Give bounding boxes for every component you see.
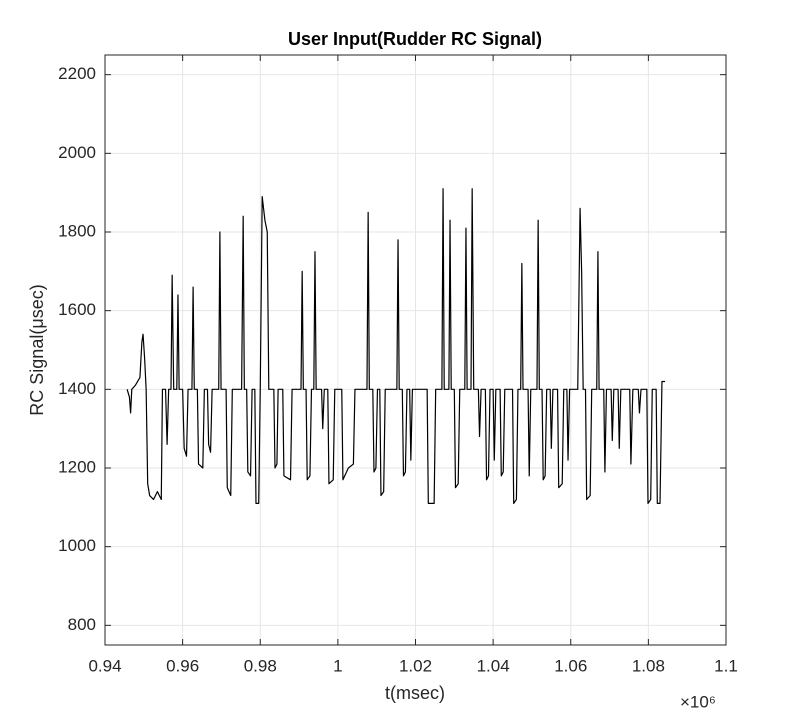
x-tick-label: 1.08: [632, 656, 665, 675]
x-tick-label: 0.98: [244, 656, 277, 675]
y-tick-label: 800: [68, 615, 96, 634]
y-axis-label: RC Signal(μsec): [27, 284, 47, 415]
x-tick-label: 1.1: [714, 656, 738, 675]
x-tick-label: 1.04: [477, 656, 510, 675]
y-tick-label: 1800: [58, 221, 96, 240]
y-tick-label: 1600: [58, 300, 96, 319]
y-tick-label: 1000: [58, 536, 96, 555]
y-tick-label: 2000: [58, 143, 96, 162]
x-tick-label: 1.06: [554, 656, 587, 675]
data-line: [126, 188, 666, 504]
x-axis-label: t(msec): [385, 683, 445, 703]
plot: [126, 188, 666, 504]
x-tick-label: 0.94: [88, 656, 121, 675]
y-tick-label: 1200: [58, 457, 96, 476]
x-multiplier: ×10⁶: [680, 692, 716, 711]
y-tick-label: 2200: [58, 64, 96, 83]
x-tick-label: 1: [333, 656, 342, 675]
y-tick-label: 1400: [58, 379, 96, 398]
chart-title: User Input(Rudder RC Signal): [288, 29, 542, 49]
x-tick-label: 0.96: [166, 656, 199, 675]
x-tick-label: 1.02: [399, 656, 432, 675]
ticks: 800 1000 1200 1400 1600 1800 2000 2200 0.94 0.96 0…: [58, 55, 738, 675]
